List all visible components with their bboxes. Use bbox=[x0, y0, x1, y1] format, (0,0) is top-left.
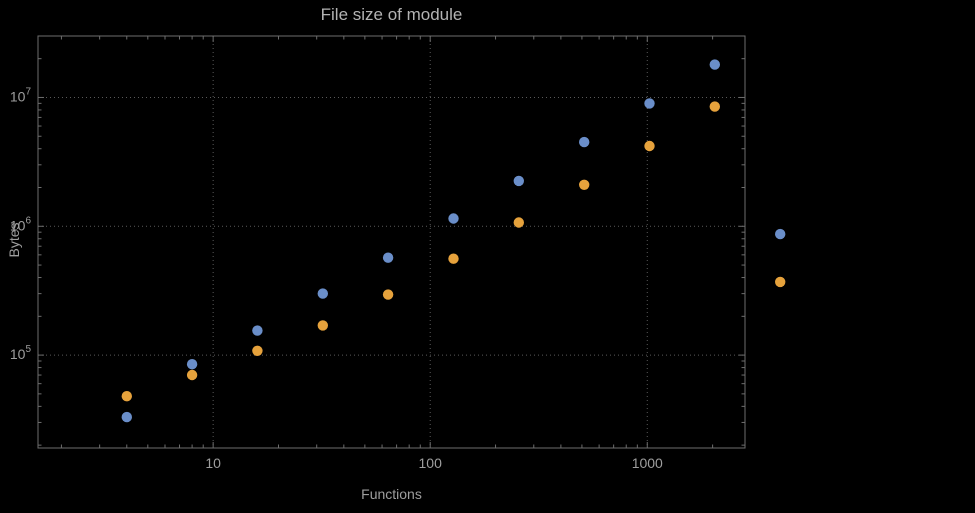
orange-series-point bbox=[252, 345, 263, 356]
orange-series-point bbox=[644, 140, 655, 152]
y-tick-label: 106 bbox=[10, 215, 32, 233]
blue-series-point bbox=[775, 228, 786, 240]
x-tick-label: 1000 bbox=[632, 455, 663, 471]
blue-series-point bbox=[317, 288, 328, 299]
y-tick-label: 105 bbox=[10, 344, 32, 362]
y-axis-label: Bytes bbox=[6, 222, 22, 258]
blue-series-point bbox=[448, 213, 459, 224]
orange-series-point bbox=[121, 391, 132, 402]
x-tick-label: 10 bbox=[205, 455, 221, 471]
blue-series-point bbox=[644, 98, 655, 109]
orange-series-point bbox=[513, 217, 524, 228]
blue-series-point bbox=[186, 359, 198, 370]
x-axis-label: Functions bbox=[361, 486, 422, 502]
blue-series-point bbox=[252, 325, 263, 336]
orange-series-point bbox=[709, 101, 720, 112]
blue-series-point bbox=[579, 136, 590, 148]
chart-title: File size of module bbox=[320, 5, 463, 24]
orange-series-point bbox=[579, 179, 590, 190]
orange-series-point bbox=[186, 369, 198, 381]
orange-series-point bbox=[775, 276, 786, 288]
blue-series-point bbox=[709, 59, 720, 70]
blue-series-point bbox=[382, 252, 394, 263]
orange-series-point bbox=[382, 289, 394, 300]
x-tick-label: 100 bbox=[419, 455, 443, 471]
blue-series-point bbox=[121, 411, 132, 423]
blue-series-point bbox=[513, 175, 524, 187]
y-tick-label: 107 bbox=[10, 86, 32, 104]
orange-series-point bbox=[317, 320, 328, 331]
orange-series-point bbox=[448, 253, 459, 264]
plot-frame bbox=[37, 35, 746, 449]
